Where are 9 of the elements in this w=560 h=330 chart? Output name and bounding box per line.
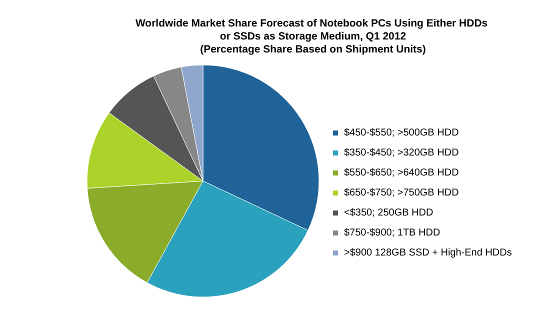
chart-title: Worldwide Market Share Forecast of Notebook PCs Using Either HDDs or SSDs as Storage Medium, Q1 2012: [135, 18, 491, 42]
legend-label: $450-$550; >500GB HDD: [344, 128, 459, 138]
chart-subtitle: (Percentage Share Based on Shipment Units): [200, 44, 426, 56]
legend-label: >$900 128GB SSD + High-End HDDs: [344, 248, 512, 258]
legend-label: $350-$450; >320GB HDD: [344, 148, 459, 158]
legend-label: $550-$650; >640GB HDD: [344, 168, 459, 178]
legend-label: <$350; 250GB HDD: [344, 208, 434, 218]
legend-label: $750-$900; 1TB HDD: [344, 228, 440, 238]
legend-label: $650-$750; >750GB HDD: [344, 188, 459, 198]
